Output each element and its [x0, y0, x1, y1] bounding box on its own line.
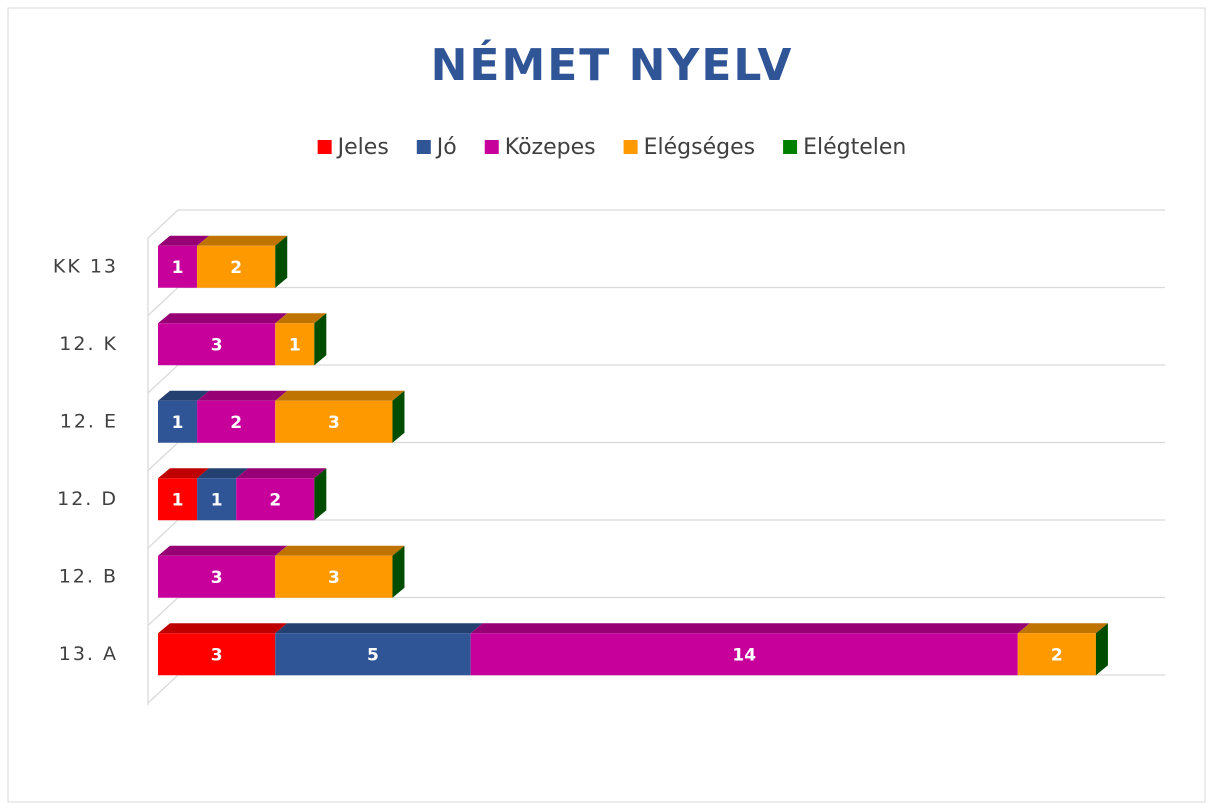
bar	[470, 633, 1018, 676]
bar	[275, 555, 393, 598]
y-tick-label: 12. D	[57, 488, 118, 510]
bar	[197, 245, 276, 288]
bar	[197, 478, 237, 521]
bar	[275, 323, 315, 366]
legend-label: Jeles	[336, 135, 389, 160]
bar	[158, 323, 276, 366]
chart-title: NÉMET NYELV	[431, 38, 794, 91]
data-label: 3	[328, 568, 340, 588]
legend-swatch	[783, 140, 798, 154]
data-label: 1	[172, 258, 184, 278]
bar-top	[158, 468, 210, 479]
y-tick-label: 12. E	[60, 410, 118, 432]
y-tick-label: KK 13	[53, 255, 118, 277]
bar	[158, 555, 276, 598]
bar-top	[236, 468, 327, 479]
data-label: 2	[269, 490, 281, 510]
bar-side	[275, 235, 288, 288]
bar	[158, 478, 198, 521]
legend-item: Jó	[416, 135, 457, 160]
bar	[158, 245, 198, 288]
data-label: 5	[367, 645, 379, 665]
data-label: 3	[211, 335, 223, 355]
bar	[1017, 633, 1096, 676]
bar-side	[314, 313, 327, 366]
bar-top	[470, 623, 1030, 634]
legend-item: Elégséges	[623, 135, 755, 160]
bar-top	[275, 313, 327, 324]
bar	[236, 478, 315, 521]
legend-swatch	[317, 140, 332, 154]
y-tick-label: 12. K	[59, 333, 118, 355]
bar	[197, 400, 276, 443]
legend-swatch	[623, 140, 638, 154]
data-label: 3	[328, 413, 340, 433]
bar-top	[197, 390, 288, 401]
bar-side	[314, 468, 327, 521]
bar-side	[1095, 623, 1108, 676]
legend-swatch	[484, 140, 499, 154]
legend-item: Elégtelen	[783, 135, 906, 160]
bar-top	[197, 235, 288, 246]
data-label: 14	[732, 645, 756, 665]
data-label: 1	[211, 490, 223, 510]
y-tick-label: 13. A	[59, 643, 118, 665]
bar-top	[275, 545, 405, 556]
data-label: 2	[1051, 645, 1063, 665]
data-label: 3	[211, 568, 223, 588]
bar	[158, 400, 198, 443]
bar	[275, 400, 393, 443]
data-label: 1	[172, 413, 184, 433]
bar-top	[275, 390, 405, 401]
bar-top	[158, 235, 210, 246]
data-label: 1	[289, 335, 301, 355]
data-label: 2	[230, 413, 242, 433]
data-label: 1	[172, 490, 184, 510]
legend-label: Közepes	[505, 135, 596, 160]
legend-label: Elégtelen	[803, 135, 906, 160]
legend-item: Közepes	[484, 135, 596, 160]
legend: Jeles Jó Közepes Elégséges Elégtelen	[317, 135, 906, 160]
bar-top	[158, 390, 210, 401]
legend-item: Jeles	[317, 135, 389, 160]
bar-side	[392, 545, 405, 598]
data-label: 2	[230, 258, 242, 278]
legend-label: Jó	[435, 135, 457, 160]
bar	[158, 633, 276, 676]
grid-line	[147, 209, 1165, 239]
data-label: 3	[211, 645, 223, 665]
bar-top	[197, 468, 249, 479]
legend-label: Elégséges	[644, 135, 755, 160]
bar-top	[275, 623, 483, 634]
bar-top	[158, 313, 288, 324]
bar-top	[1017, 623, 1108, 634]
y-tick-label: 12. B	[59, 565, 118, 587]
bar	[275, 633, 471, 676]
bar-side	[392, 390, 405, 443]
bar-top	[158, 623, 288, 634]
bar-top	[158, 545, 288, 556]
legend-swatch	[416, 140, 431, 154]
